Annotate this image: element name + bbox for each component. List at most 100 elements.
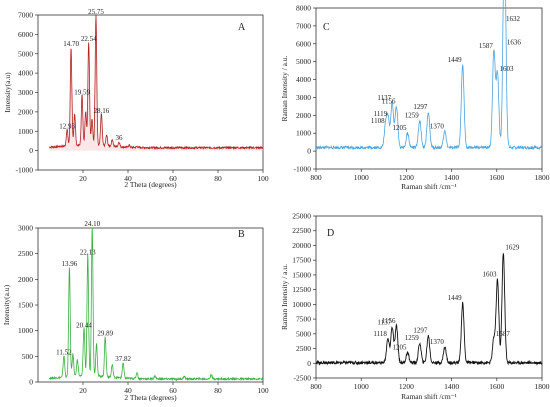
y-tick-label: 7000: [296, 21, 311, 30]
plot-frame: [315, 215, 543, 379]
peak-label: 1449: [448, 56, 463, 64]
peak-label: 36: [116, 134, 124, 142]
peak-label: 1108: [371, 117, 385, 125]
y-tick-label: 7000: [18, 11, 33, 20]
y-tick-label: 1000: [18, 127, 33, 136]
peak-label: 1370: [430, 122, 445, 130]
peak-label: 20.44: [76, 322, 92, 330]
y-tick-label: 17500: [292, 256, 311, 265]
x-tick-label: 100: [257, 174, 269, 183]
y-tick-label: 3000: [18, 88, 33, 97]
panel-letter: A: [238, 22, 246, 33]
y-tick-label: 2000: [296, 111, 311, 120]
y-tick-label: 500: [22, 352, 34, 361]
peak-label: 12.93: [59, 122, 75, 130]
x-tick-label: 80: [214, 386, 222, 395]
y-tick-label: 7500: [296, 315, 311, 324]
x-axis-label: 2 Theta (degrees): [124, 180, 177, 189]
x-tick-label: 800: [310, 382, 322, 391]
x-tick-label: 40: [124, 386, 132, 395]
x-tick-label: 20: [79, 386, 87, 395]
x-tick-label: 1800: [535, 382, 550, 391]
series-line: [315, 0, 543, 151]
y-tick-label: 22500: [292, 226, 311, 235]
peak-label: 25.75: [88, 8, 104, 16]
y-tick-label: 4000: [296, 75, 311, 84]
chart-panel-d: 800 1000 1200 1400 1600 1800 -2500 0 2500 5000 750…: [280, 212, 550, 402]
peak-label: 1137: [377, 318, 391, 326]
peak-label: 1636: [507, 38, 522, 46]
peak-label: 29.89: [97, 329, 113, 337]
peak-label: 1205: [393, 124, 408, 132]
x-tick-label: 40: [124, 174, 132, 183]
y-tick-label: 2000: [18, 275, 33, 284]
y-tick-label: 1500: [18, 301, 33, 310]
x-tick-label: 80: [214, 174, 222, 183]
peak-label: 22.13: [80, 248, 96, 256]
peak-label: 14.70: [63, 40, 79, 48]
x-tick-label: 1800: [535, 173, 550, 182]
y-tick-label: 8000: [296, 4, 311, 13]
peak-label: 1449: [448, 294, 463, 302]
y-tick-label: -2500: [294, 374, 312, 383]
peak-label: 24.10: [84, 220, 100, 228]
y-tick-label: 3000: [18, 224, 33, 233]
y-axis-label: Raman Intensity / a.u.: [280, 55, 289, 121]
peak-label: 1259: [405, 334, 420, 342]
x-tick-label: 1600: [489, 382, 504, 391]
peak-label: 13.96: [62, 260, 78, 268]
plot-frame: [37, 227, 264, 383]
y-tick-label: 1000: [296, 129, 311, 138]
y-tick-label: 2500: [18, 249, 33, 258]
y-tick-label: -1000: [294, 165, 312, 174]
peak-label: 1205: [393, 344, 408, 352]
y-tick-label: 4000: [18, 69, 33, 78]
plot-frame: [315, 7, 543, 170]
x-tick-label: 60: [169, 386, 177, 395]
peak-label: 1603: [499, 65, 514, 73]
peak-label: 22.54: [81, 35, 97, 43]
series-line: [315, 252, 543, 366]
panel-letter: C: [323, 22, 330, 33]
peak-label: 1370: [430, 338, 445, 346]
peak-label: 37.82: [115, 355, 131, 363]
y-tick-label: -1000: [16, 166, 34, 175]
x-tick-label: 1200: [399, 173, 414, 182]
peak-label: 1156: [382, 97, 396, 105]
chart-panel-a: 20 40 60 80 100 -1000 0 1000 2000 3000 4000 5000 600…: [3, 8, 269, 189]
y-tick-label: 6000: [296, 39, 311, 48]
x-tick-label: 1400: [444, 382, 459, 391]
panel-letter: B: [238, 229, 245, 240]
series-line: [48, 227, 264, 382]
y-tick-label: 5000: [18, 49, 33, 58]
peak-label: 1297: [413, 103, 428, 111]
peak-label: 1603: [482, 271, 497, 279]
y-tick-label: 0: [307, 359, 311, 368]
peak-label: 1156: [382, 317, 396, 325]
x-tick-label: 1400: [444, 173, 459, 182]
y-tick-label: 1000: [18, 326, 33, 335]
x-tick-label: 1600: [489, 173, 504, 182]
y-tick-label: 2500: [296, 344, 311, 353]
y-axis-label: Intensity(a.u): [3, 72, 12, 113]
peak-label: 1259: [405, 112, 420, 120]
y-tick-label: 0: [29, 378, 33, 387]
x-axis-label: 2 Theta (degrees): [124, 393, 177, 402]
x-tick-label: 1000: [354, 382, 369, 391]
y-tick-label: 5000: [296, 329, 311, 338]
peak-label: 1629: [505, 244, 520, 252]
y-tick-label: 12500: [292, 285, 311, 294]
panel-letter: D: [327, 228, 334, 239]
x-axis-label: Raman shift /cm⁻¹: [401, 182, 457, 191]
peak-label: 1137: [377, 94, 391, 102]
y-tick-label: 20000: [292, 241, 311, 250]
peak-label: 11.52: [56, 348, 72, 356]
peak-label: 1632: [506, 15, 520, 23]
peak-label: 1119: [374, 110, 388, 118]
x-tick-label: 100: [257, 386, 269, 395]
x-tick-label: 20: [79, 174, 87, 183]
y-tick-label: 0: [29, 146, 33, 155]
peak-label: 1118: [373, 330, 387, 338]
y-tick-label: 25000: [292, 212, 311, 221]
